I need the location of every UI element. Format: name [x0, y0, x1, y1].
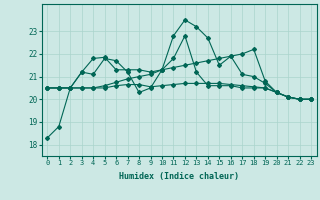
X-axis label: Humidex (Indice chaleur): Humidex (Indice chaleur): [119, 172, 239, 181]
